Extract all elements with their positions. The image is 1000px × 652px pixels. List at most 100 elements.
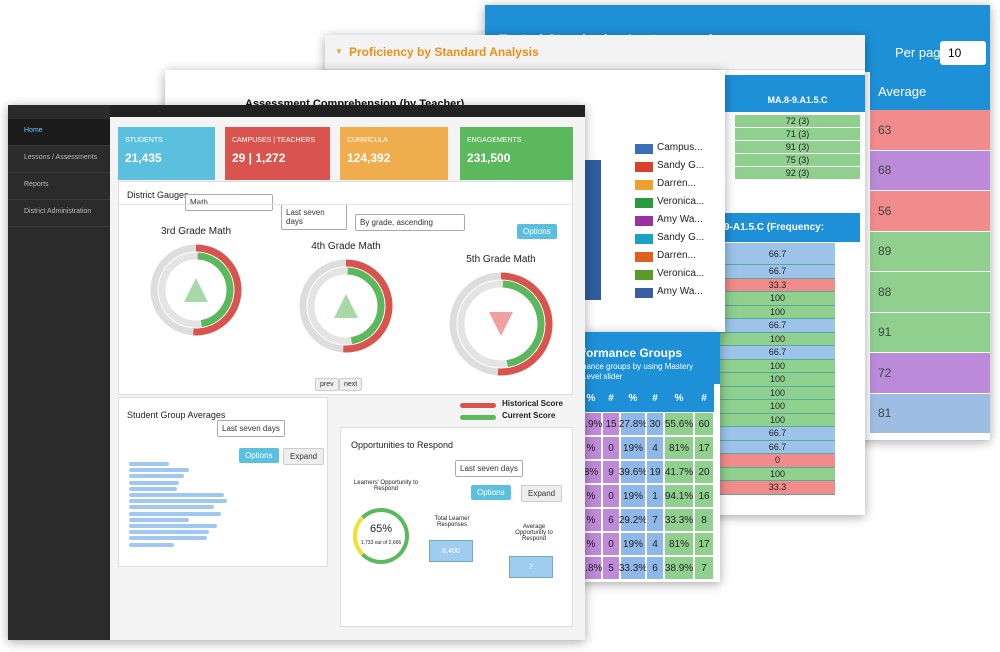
legend-swatch: [635, 234, 653, 244]
nav-item[interactable]: Home: [8, 119, 110, 146]
table-cell: 16: [694, 484, 714, 508]
gauge: [299, 259, 393, 353]
table-cell: 6: [602, 508, 620, 532]
frequency-cell: 100: [720, 292, 835, 306]
stat-value: 231,500: [467, 151, 511, 165]
frequency-cell: 100: [720, 413, 835, 427]
table-cell: 0: [602, 484, 620, 508]
legend-swatch: [635, 198, 653, 208]
panel-title: formance Groups: [582, 346, 683, 360]
group-bar: [129, 542, 174, 547]
pager-button[interactable]: next: [339, 378, 363, 391]
nav-item[interactable]: Reports: [8, 173, 110, 200]
panel-title: Opportunities to Respond: [351, 440, 454, 450]
table-cell: 15: [602, 412, 620, 436]
performance-groups-panel: formance Groups nance groups by using Ma…: [580, 332, 720, 582]
filter-select[interactable]: By grade, ascending: [355, 214, 465, 231]
filter-select[interactable]: Math: [185, 194, 273, 211]
group-bar: [129, 474, 184, 479]
table-cell: 17: [694, 532, 714, 556]
per-page-label: Per page:: [895, 45, 952, 60]
divider: [119, 204, 574, 205]
gauge-arc: [343, 259, 393, 353]
table-cell: 4: [646, 436, 664, 460]
stat-label: CAMPUSES | TEACHERS: [232, 137, 315, 144]
expand-button[interactable]: Expand: [521, 485, 563, 502]
stat-card: STUDENTS 21,435: [118, 127, 215, 180]
average-cell: 72: [870, 353, 990, 394]
average-cell: 63: [870, 110, 990, 151]
header-bar: [580, 332, 720, 384]
table-cell: 8: [694, 508, 714, 532]
gauge: [150, 244, 242, 336]
table-cell: %: [580, 436, 602, 460]
table-cell: 81%: [664, 532, 694, 556]
opportunities-panel: Opportunities to Respond Last seven days O…: [340, 427, 573, 627]
metric-bar: 8,400: [429, 540, 473, 562]
stat-card: ENGAGEMENTS 231,500: [460, 127, 573, 180]
frequency-cell: 100: [720, 332, 835, 346]
expand-button[interactable]: Expand: [283, 448, 325, 465]
legend-label: Veronica...: [657, 268, 705, 279]
dashboard: Home Lessons / Assessments Reports District…: [8, 105, 585, 640]
nav-item[interactable]: Lessons / Assessments: [8, 146, 110, 173]
legend-label: Campus...: [657, 142, 703, 153]
filter-select[interactable]: Last seven days: [281, 204, 347, 230]
table-cell: 71 (3): [735, 128, 860, 141]
stat-label: CURRICULA: [347, 137, 388, 144]
table-cell: 38.9%: [664, 556, 694, 580]
column-header: #: [694, 384, 714, 412]
trend-arrow: [184, 278, 208, 302]
metric-bar: 7: [509, 556, 553, 578]
legend-swatch: [635, 216, 653, 226]
column-header[interactable]: Average: [870, 72, 990, 110]
table-cell: 72 (3): [735, 115, 860, 128]
legend-label: Amy Wa...: [657, 214, 703, 225]
column-header[interactable]: MA.8-9.A1.5.C: [767, 95, 828, 105]
frequency-cell: 100: [720, 305, 835, 319]
panel-title: Student Group Averages: [127, 410, 226, 420]
options-button[interactable]: Options: [471, 485, 511, 500]
group-bar: [129, 536, 207, 541]
options-button[interactable]: Options: [517, 224, 557, 239]
frequency-cell: 66.7: [720, 265, 835, 279]
legend-swatch: [635, 162, 653, 172]
gauge-title: 4th Grade Math: [311, 241, 381, 252]
table-cell: 41.7%: [664, 460, 694, 484]
frequency-cell: 66.7: [720, 319, 835, 333]
frequency-cell: 33.3: [720, 481, 835, 495]
table-cell: 17: [694, 436, 714, 460]
frequency-cell: 100: [720, 373, 835, 387]
filter-select[interactable]: Last seven days: [217, 420, 285, 437]
table-cell: 5: [602, 556, 620, 580]
collapse-icon[interactable]: ▼: [335, 47, 343, 56]
student-group-panel: Student Group Averages Last seven days Opt…: [118, 397, 328, 567]
table-cell: 60: [694, 412, 714, 436]
per-page-select[interactable]: 10: [940, 41, 986, 65]
legend-swatch: [460, 403, 496, 408]
group-bar: [129, 462, 169, 466]
nav-item[interactable]: District Administration: [8, 200, 110, 227]
options-button[interactable]: Options: [239, 448, 279, 463]
stat-label: STUDENTS: [125, 137, 163, 144]
column-header: #: [646, 384, 664, 412]
column-header: #: [602, 384, 620, 412]
frequency-cell: 100: [720, 467, 835, 481]
gauge-arc: [497, 272, 553, 376]
trend-arrow: [489, 312, 513, 336]
table-cell: 27.8%: [619, 412, 647, 436]
trend-arrow: [334, 294, 358, 318]
gauges-panel: District Gauges Math Last seven days By gra…: [118, 181, 574, 395]
table-cell: 33.3%: [619, 556, 647, 580]
group-bar: [129, 524, 217, 528]
group-bar: [129, 468, 189, 473]
table-cell: 81%: [664, 436, 694, 460]
table-cell: 39.6%: [619, 460, 647, 484]
stat-card: CAMPUSES | TEACHERS 29 | 1,272: [225, 127, 330, 180]
metric-label: Average Opportunity to Respond: [515, 524, 553, 542]
group-bar: [129, 505, 214, 510]
pager-button[interactable]: prev: [315, 378, 339, 391]
sidebar: [8, 105, 110, 640]
filter-select[interactable]: Last seven days: [455, 460, 523, 477]
table-cell: 19%: [620, 436, 646, 460]
